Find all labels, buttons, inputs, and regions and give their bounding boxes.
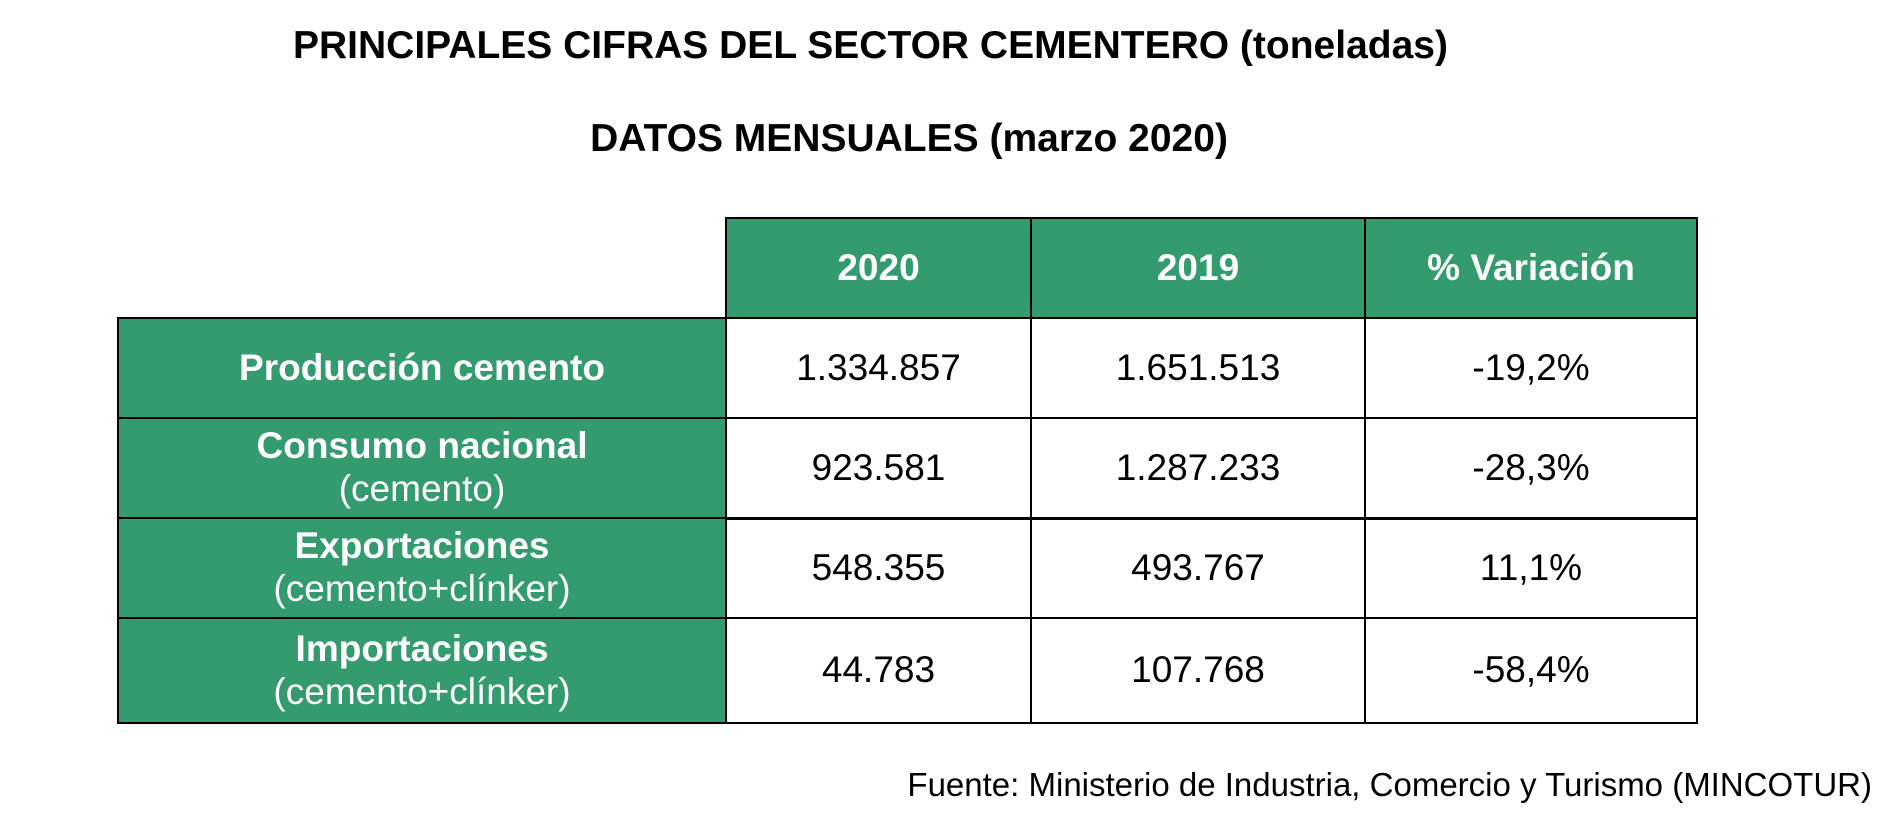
page-title: PRINCIPALES CIFRAS DEL SECTOR CEMENTERO … <box>293 24 1448 67</box>
table-cell: 11,1% <box>1364 517 1698 619</box>
table-cell: 107.768 <box>1030 617 1366 724</box>
page-subtitle: DATOS MENSUALES (marzo 2020) <box>590 117 1228 160</box>
column-header-2020: 2020 <box>725 217 1032 319</box>
row-label: Producción cemento <box>239 346 605 388</box>
row-header-exportaciones: Exportaciones (cemento+clínker) <box>117 517 727 619</box>
row-label: Importaciones <box>295 627 549 669</box>
row-sublabel: (cemento+clínker) <box>273 568 571 609</box>
table-cell: 44.783 <box>725 617 1032 724</box>
row-header-produccion: Producción cemento <box>117 317 727 419</box>
table-cell: 923.581 <box>725 417 1032 519</box>
row-sublabel: (cemento) <box>338 468 506 509</box>
cement-figures-table: 2020 2019 % Variación Producción cemento… <box>117 217 1698 724</box>
table-cell: -58,4% <box>1364 617 1698 724</box>
table-cell: -19,2% <box>1364 317 1698 419</box>
column-header-variation: % Variación <box>1364 217 1698 319</box>
table-cell: 1.334.857 <box>725 317 1032 419</box>
row-label: Consumo nacional <box>256 425 588 467</box>
table-cell: 493.767 <box>1030 517 1366 619</box>
row-label: Exportaciones <box>294 525 550 567</box>
row-sublabel: (cemento+clínker) <box>273 670 571 712</box>
row-header-importaciones: Importaciones (cemento+clínker) <box>117 617 727 724</box>
table-cell: -28,3% <box>1364 417 1698 519</box>
table-cell: 1.287.233 <box>1030 417 1366 519</box>
table-cell: 1.651.513 <box>1030 317 1366 419</box>
source-note: Fuente: Ministerio de Industria, Comerci… <box>907 766 1872 803</box>
row-header-consumo: Consumo nacional (cemento) <box>117 417 727 519</box>
table-cell: 548.355 <box>725 517 1032 619</box>
column-header-2019: 2019 <box>1030 217 1366 319</box>
